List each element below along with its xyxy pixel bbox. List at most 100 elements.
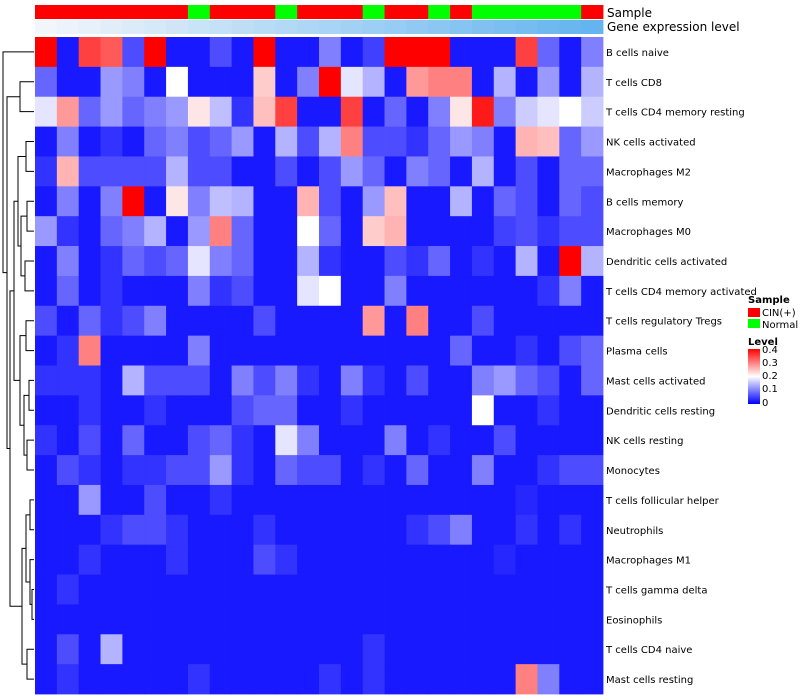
heatmap-cell bbox=[319, 186, 342, 217]
heatmap-cell bbox=[537, 514, 560, 546]
heatmap-cell bbox=[319, 66, 342, 98]
heatmap-cell bbox=[428, 216, 451, 247]
heatmap-cell bbox=[581, 305, 604, 337]
heatmap-cell bbox=[297, 275, 320, 307]
heatmap-cell bbox=[384, 544, 407, 575]
row-label: Macrophages M0 bbox=[606, 227, 691, 238]
heatmap-cell bbox=[35, 484, 58, 516]
heatmap-cell bbox=[384, 574, 407, 605]
heatmap-cell bbox=[275, 514, 298, 546]
heatmap-cell bbox=[406, 484, 429, 516]
expr-anno-cell-25 bbox=[581, 20, 604, 34]
heatmap-cell bbox=[537, 604, 560, 635]
heatmap-cell bbox=[122, 395, 145, 426]
heatmap-cell bbox=[275, 216, 298, 247]
heatmap-cell bbox=[209, 455, 233, 486]
heatmap-cell bbox=[471, 156, 495, 187]
heatmap-cell bbox=[166, 66, 189, 98]
heatmap-cell bbox=[297, 544, 320, 575]
heatmap-cell bbox=[122, 425, 145, 456]
heatmap-cell bbox=[209, 96, 233, 127]
heatmap-cell bbox=[209, 37, 233, 68]
heatmap-cell bbox=[166, 156, 189, 187]
heatmap-cell bbox=[35, 216, 58, 247]
heatmap-cell bbox=[122, 455, 145, 486]
heatmap-cell bbox=[144, 664, 167, 695]
heatmap-cell bbox=[581, 574, 604, 605]
heatmap-cell bbox=[275, 156, 298, 187]
heatmap-cell bbox=[559, 156, 582, 187]
heatmap-cell bbox=[384, 664, 407, 695]
sample-anno-cell-15 bbox=[362, 5, 385, 19]
heatmap-cell bbox=[35, 604, 58, 635]
heatmap-cell bbox=[100, 126, 123, 157]
heatmap-cell bbox=[362, 664, 385, 695]
heatmap-cell bbox=[78, 275, 101, 307]
heatmap-cell bbox=[297, 425, 320, 456]
heatmap-cell bbox=[428, 484, 451, 516]
heatmap-cell bbox=[144, 216, 167, 247]
heatmap-cell bbox=[231, 365, 254, 396]
heatmap-cell bbox=[209, 66, 233, 98]
heatmap-cell bbox=[253, 455, 276, 486]
heatmap-cell bbox=[340, 664, 364, 695]
heatmap-cell bbox=[35, 395, 58, 426]
heatmap-cell bbox=[537, 66, 560, 98]
heatmap-cell bbox=[56, 156, 80, 187]
expr-anno-cell-1 bbox=[56, 20, 80, 34]
sample-anno-cell-1 bbox=[56, 5, 80, 19]
legend-sample-title: Sample bbox=[748, 295, 790, 306]
heatmap-cell bbox=[100, 484, 123, 516]
heatmap-cell bbox=[231, 126, 254, 157]
heatmap-cell bbox=[471, 37, 495, 68]
heatmap-cell bbox=[275, 66, 298, 98]
heatmap-cell bbox=[231, 37, 254, 68]
heatmap-cell bbox=[35, 66, 58, 98]
dendrogram-branch bbox=[19, 335, 26, 426]
heatmap-cell bbox=[166, 484, 189, 516]
heatmap-cell bbox=[122, 305, 145, 337]
heatmap-cell bbox=[56, 365, 80, 396]
heatmap-cell bbox=[319, 604, 342, 635]
sample-anno-cell-22 bbox=[515, 5, 538, 19]
sample-anno-cell-21 bbox=[493, 5, 517, 19]
heatmap-cell bbox=[253, 126, 276, 157]
heatmap-cell bbox=[384, 634, 407, 665]
row-label: Eosinophils bbox=[606, 615, 662, 626]
heatmap-cell bbox=[362, 574, 385, 605]
heatmap-cell bbox=[450, 544, 473, 575]
heatmap-cell bbox=[78, 395, 101, 426]
heatmap-cell bbox=[275, 96, 298, 127]
heatmap-cell bbox=[56, 484, 80, 516]
heatmap-cell bbox=[362, 66, 385, 98]
heatmap-cell bbox=[537, 455, 560, 486]
heatmap-cell bbox=[581, 604, 604, 635]
heatmap-cell bbox=[450, 186, 473, 217]
heatmap-cell bbox=[166, 186, 189, 217]
heatmap-cell bbox=[406, 514, 429, 546]
heatmap-cell bbox=[428, 544, 451, 575]
expr-anno-cell-18 bbox=[428, 20, 451, 34]
heatmap-cell bbox=[144, 395, 167, 426]
dendrogram-branch bbox=[19, 81, 34, 113]
heatmap-cell bbox=[297, 66, 320, 98]
expr-anno-cell-11 bbox=[275, 20, 298, 34]
heatmap-cell bbox=[340, 455, 364, 486]
heatmap-cell bbox=[78, 216, 101, 247]
heatmap-cell bbox=[56, 275, 80, 307]
heatmap-cell bbox=[231, 484, 254, 516]
heatmap-cell bbox=[122, 216, 145, 247]
heatmap-cell bbox=[231, 634, 254, 665]
row-label: B cells naive bbox=[606, 48, 669, 59]
expr-anno-cell-16 bbox=[384, 20, 407, 34]
row-labels: B cells naive T cells CD8 T cells CD4 memo… bbox=[605, 48, 757, 686]
heatmap-cell bbox=[144, 246, 167, 277]
heatmap-cell bbox=[319, 395, 342, 426]
heatmap-cell bbox=[187, 455, 211, 486]
heatmap-cells bbox=[35, 37, 604, 695]
legend-tick-0.4: 0.4 bbox=[762, 345, 778, 356]
heatmap-cell bbox=[362, 246, 385, 277]
heatmap-cell bbox=[253, 246, 276, 277]
heatmap-cell bbox=[253, 395, 276, 426]
heatmap-cell bbox=[406, 37, 429, 68]
